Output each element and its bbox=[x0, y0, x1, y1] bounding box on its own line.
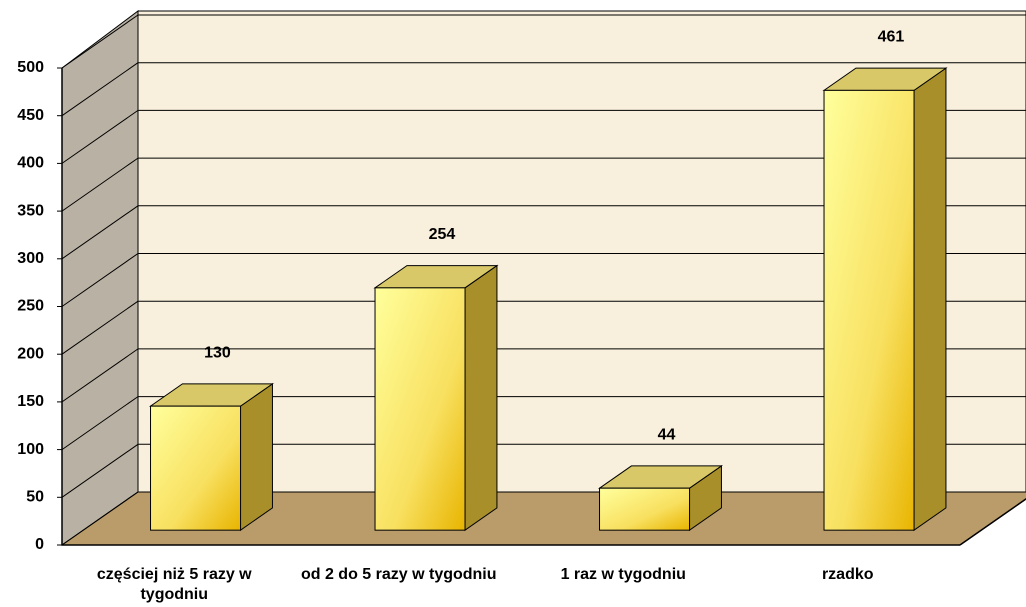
y-tick-label: 250 bbox=[17, 298, 44, 315]
bar-side bbox=[464, 264, 498, 532]
grid-line bbox=[61, 14, 139, 69]
x-tick-label: od 2 do 5 razy w tygodniu bbox=[300, 566, 497, 583]
x-tick-label: rzadko bbox=[821, 566, 874, 583]
value-label: 461 bbox=[878, 29, 905, 46]
side-wall bbox=[61, 10, 139, 546]
bar-side bbox=[913, 67, 947, 532]
floor-edge bbox=[959, 498, 1026, 546]
value-label: 130 bbox=[204, 344, 231, 361]
value-label: 254 bbox=[429, 226, 456, 243]
y-tick-label: 0 bbox=[35, 536, 44, 553]
bar bbox=[374, 287, 466, 531]
grid-line bbox=[61, 300, 139, 355]
bar-side bbox=[240, 382, 273, 532]
bar bbox=[599, 487, 691, 531]
y-tick-label: 400 bbox=[17, 155, 44, 172]
grid-line bbox=[61, 109, 139, 164]
value-label: 44 bbox=[658, 426, 676, 443]
bar bbox=[823, 89, 915, 531]
grid-line bbox=[61, 157, 139, 212]
grid-line bbox=[61, 205, 139, 260]
y-tick-label: 100 bbox=[17, 441, 44, 458]
y-tick-label: 300 bbox=[17, 250, 44, 267]
grid-line bbox=[61, 62, 139, 117]
grid-line bbox=[61, 491, 139, 546]
y-tick-label: 200 bbox=[17, 345, 44, 362]
grid-line bbox=[61, 443, 139, 498]
y-tick-label: 450 bbox=[17, 107, 44, 124]
bar bbox=[150, 405, 242, 531]
x-tick-label: częściej niż 5 razy w tygodniu bbox=[96, 566, 252, 603]
y-tick-label: 500 bbox=[17, 59, 44, 76]
y-tick-label: 350 bbox=[17, 202, 44, 219]
y-tick-label: 50 bbox=[26, 489, 44, 506]
grid-line bbox=[61, 348, 139, 403]
grid-line bbox=[61, 396, 139, 451]
x-tick-label: 1 raz w tygodniu bbox=[560, 566, 686, 583]
y-tick-label: 150 bbox=[17, 393, 44, 410]
grid-line bbox=[61, 253, 139, 307]
